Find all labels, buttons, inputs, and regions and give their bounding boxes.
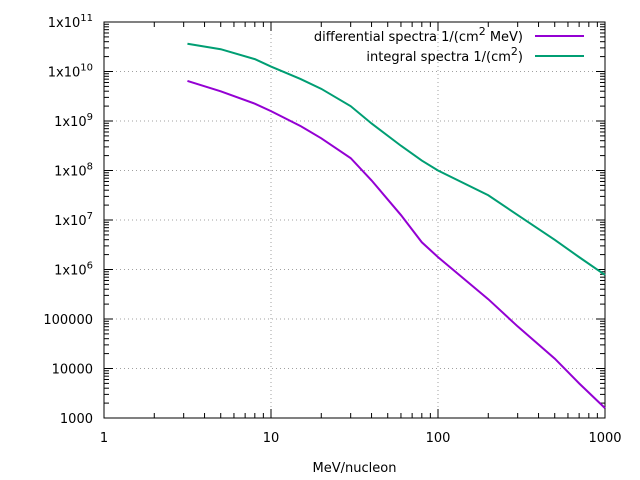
y-tick-label: 10000	[52, 363, 93, 378]
y-tick-label: 1x108	[54, 162, 93, 180]
y-tick-label: 1x1010	[48, 63, 93, 81]
y-tick-label: 1x1011	[48, 13, 93, 31]
series-line-0	[187, 79, 606, 409]
y-tick-label: 1000	[60, 412, 93, 427]
y-tick-label: 1x107	[54, 211, 93, 229]
x-tick-label: 100	[426, 431, 451, 446]
plot-border	[103, 21, 606, 419]
legend-label: differential spectra 1/(cm2 MeV)	[314, 25, 523, 45]
x-tick-label: 10	[263, 431, 280, 446]
y-tick-label: 1x106	[54, 261, 93, 279]
x-axis-label: MeV/nucleon	[313, 461, 397, 476]
x-tick-label: 1	[100, 431, 108, 446]
y-tick-label: 100000	[43, 313, 93, 328]
y-tick-label: 1x109	[54, 112, 93, 130]
legend-label: integral spectra 1/(cm2)	[366, 45, 523, 65]
series-line-1	[187, 42, 606, 276]
x-tick-label: 1000	[588, 431, 621, 446]
